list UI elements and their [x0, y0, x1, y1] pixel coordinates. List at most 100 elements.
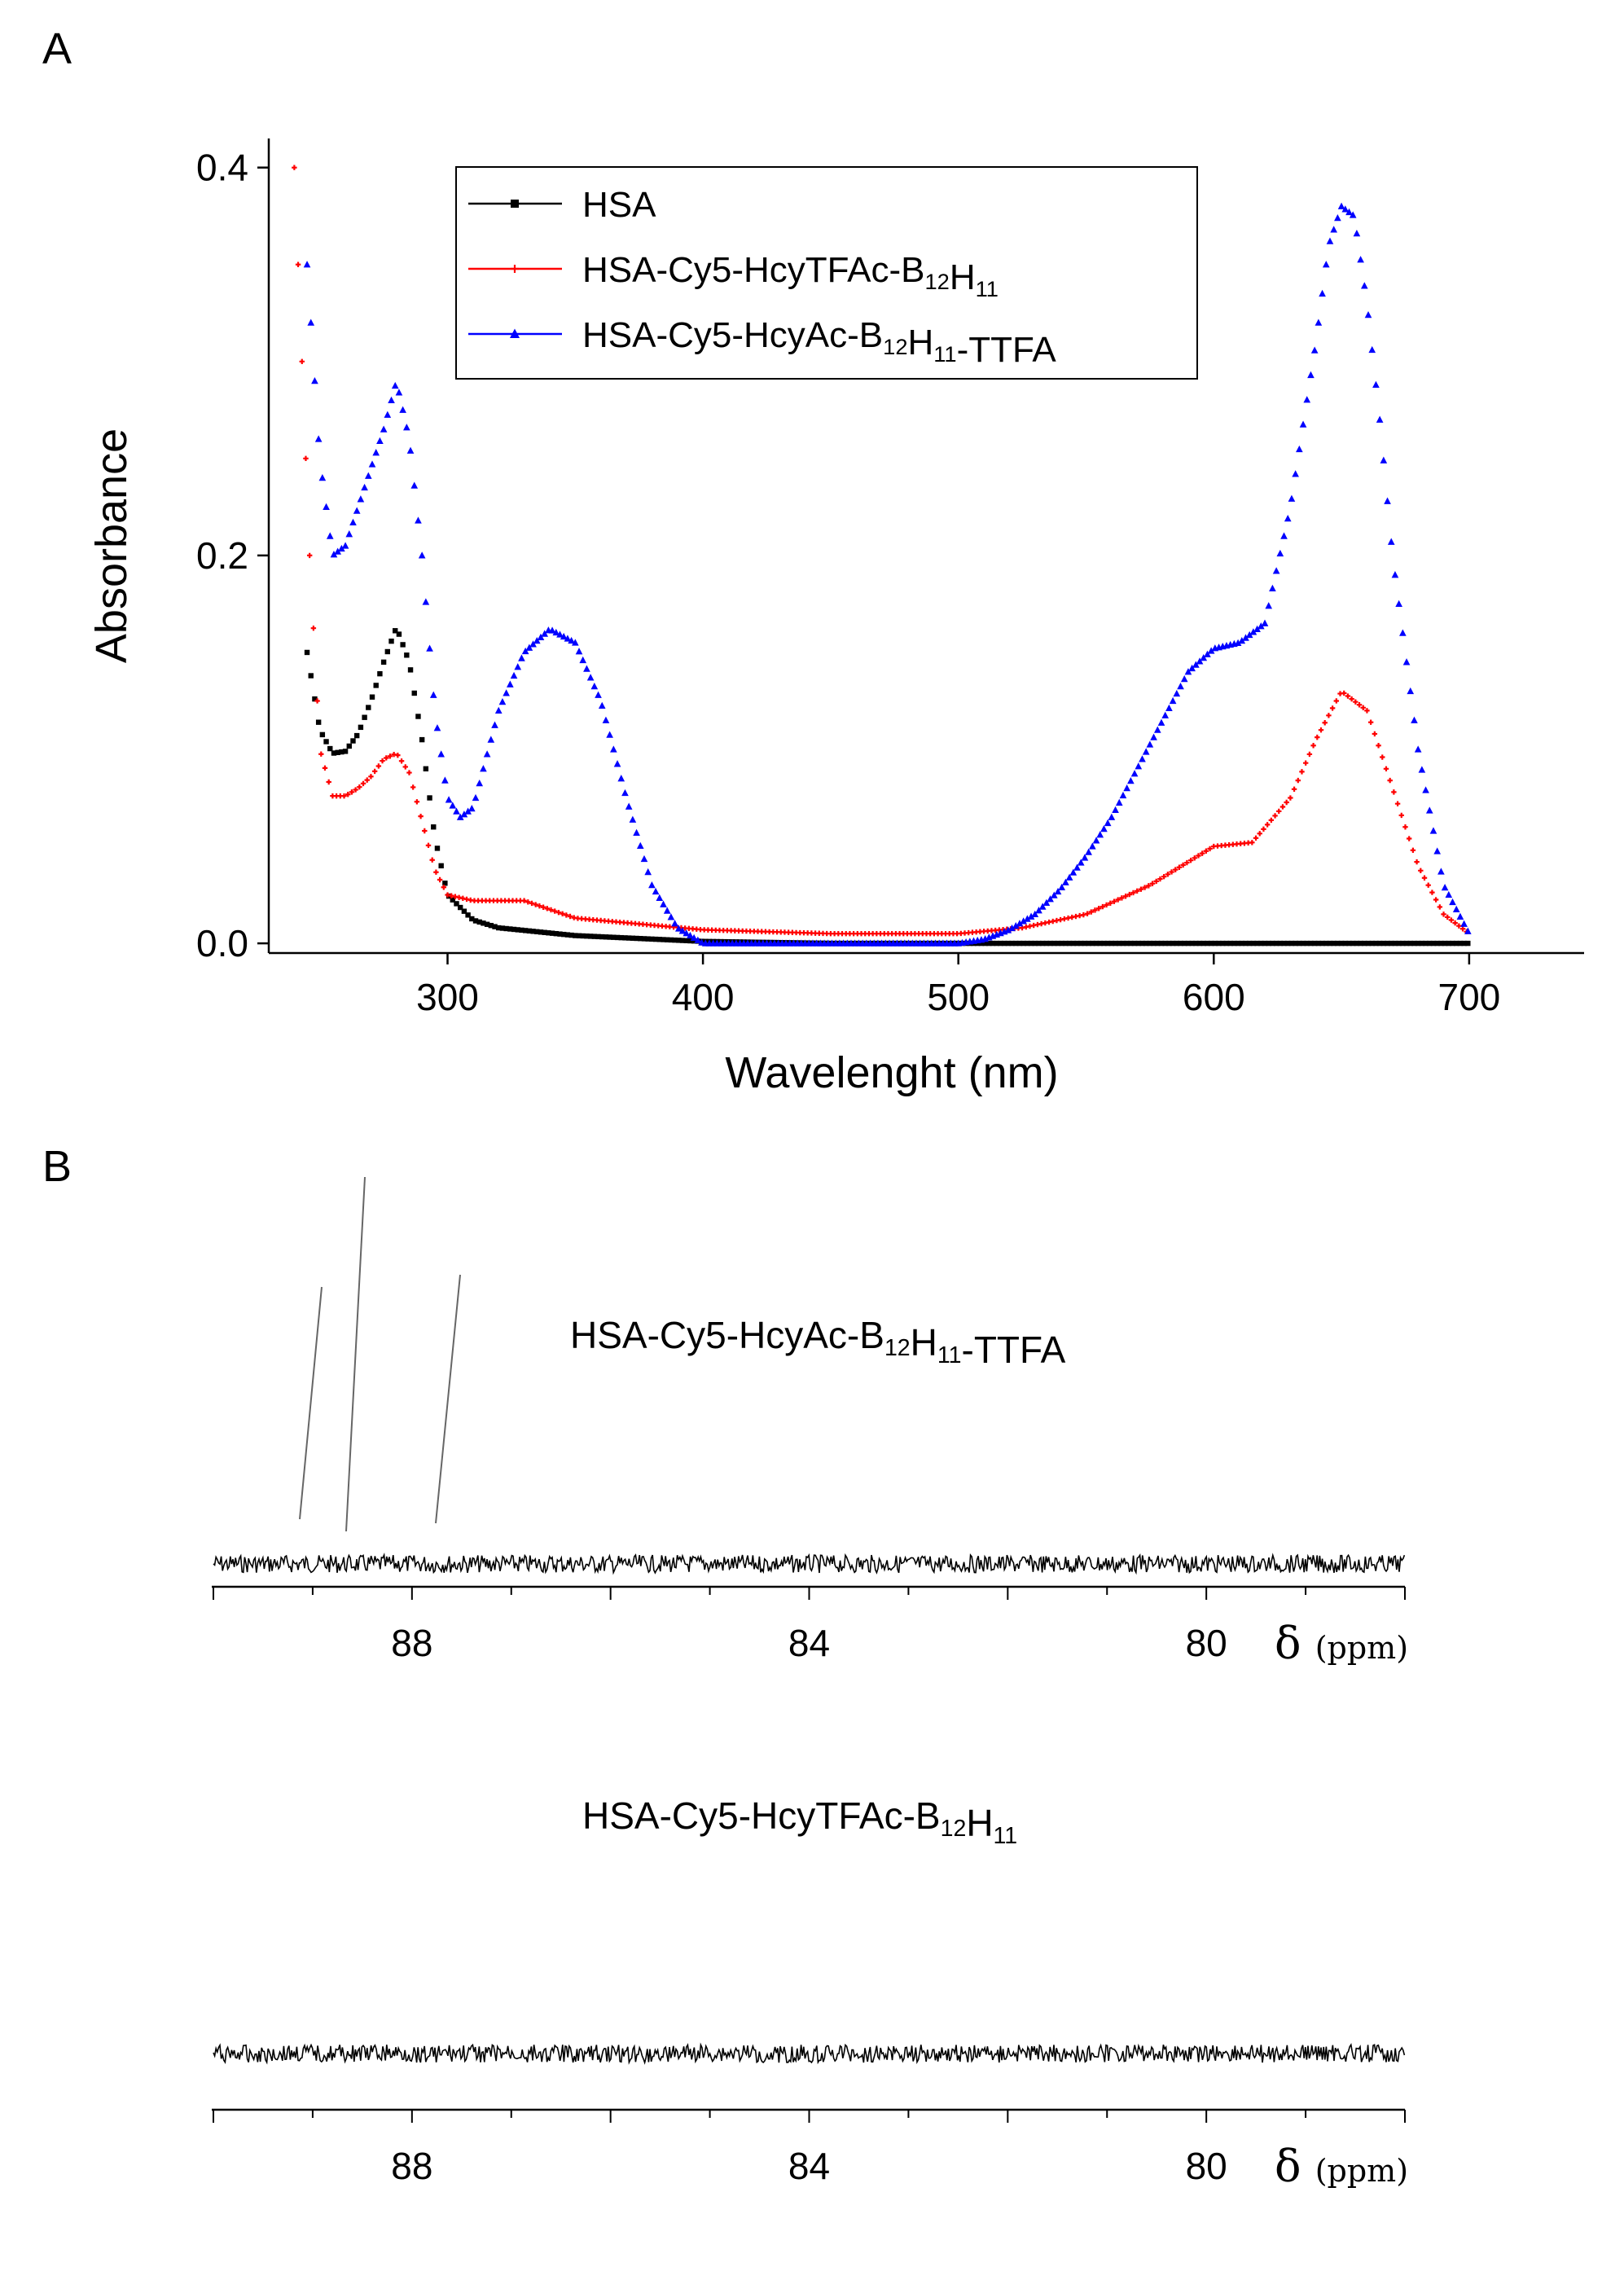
- y-tick-label: 0.0: [196, 922, 248, 964]
- data-point: [573, 933, 578, 938]
- data-point: [377, 670, 383, 677]
- data-point: [1450, 940, 1455, 947]
- data-point: [1124, 940, 1130, 947]
- data-point: [641, 936, 647, 942]
- data-point: [371, 768, 378, 775]
- data-point: [368, 460, 376, 468]
- data-point: [1261, 826, 1266, 832]
- data-point: [1258, 940, 1264, 947]
- data-point: [1008, 924, 1016, 932]
- data-point: [982, 940, 988, 947]
- data-point: [364, 472, 372, 479]
- data-point: [564, 912, 569, 918]
- data-point: [1169, 869, 1174, 875]
- x-tick-label: 600: [1183, 976, 1245, 1018]
- data-point: [1299, 769, 1305, 775]
- data-point: [453, 807, 460, 815]
- data-point: [1139, 940, 1145, 947]
- data-point: [1039, 940, 1046, 947]
- data-point: [1128, 940, 1134, 947]
- data-point: [1239, 940, 1244, 947]
- data-point: [481, 920, 486, 926]
- data-point: [1005, 940, 1012, 947]
- data-point: [1323, 940, 1329, 947]
- data-point: [1122, 894, 1129, 899]
- data-point: [1212, 940, 1218, 947]
- data-point: [1242, 634, 1249, 641]
- data-point: [488, 922, 494, 929]
- data-point: [422, 598, 430, 605]
- data-point: [456, 813, 464, 820]
- data-point: [342, 749, 349, 754]
- data-point: [1115, 798, 1123, 806]
- data-point: [621, 788, 629, 797]
- data-point: [1187, 857, 1194, 863]
- data-point: [638, 936, 643, 942]
- legend: HSA HSA-Cy5-HcyTFAc-B12H11 HSA-Cy5-HcyAc-B…: [455, 166, 1198, 380]
- spectrum-trace: [213, 1553, 1406, 1575]
- data-point: [411, 690, 417, 696]
- data-point: [676, 938, 682, 943]
- data-point: [476, 919, 482, 925]
- data-point: [625, 935, 632, 941]
- data-point: [546, 930, 551, 936]
- data-point: [1108, 813, 1116, 820]
- data-point: [607, 934, 612, 940]
- data-point: [583, 665, 590, 672]
- data-point: [1027, 912, 1035, 920]
- data-point: [1016, 920, 1024, 927]
- data-point: [1322, 261, 1330, 268]
- series-HSA-Cy5-HcyAc-B12H11-TTFA: [303, 202, 1472, 947]
- data-point: [1425, 882, 1431, 888]
- data-point: [1389, 940, 1394, 947]
- data-point: [434, 846, 441, 851]
- data-point: [353, 787, 358, 793]
- data-point: [1119, 791, 1127, 799]
- data-point: [1101, 940, 1107, 947]
- panel-b-label: B: [42, 1142, 72, 1191]
- data-point: [1288, 795, 1293, 801]
- data-point: [323, 739, 329, 745]
- data-point: [450, 897, 455, 903]
- data-point: [1402, 658, 1411, 665]
- data-point: [425, 842, 432, 849]
- data-point: [1434, 940, 1440, 947]
- data-point: [1334, 213, 1341, 222]
- data-point: [1346, 940, 1352, 947]
- data-point: [1227, 940, 1233, 947]
- data-point: [1449, 898, 1456, 906]
- data-point: [1161, 873, 1167, 880]
- data-point: [1117, 940, 1122, 947]
- data-point: [1437, 904, 1443, 910]
- data-point: [1253, 835, 1259, 841]
- data-point: [1280, 532, 1288, 539]
- data-point: [433, 869, 439, 875]
- data-point: [1119, 895, 1125, 901]
- data-point: [1059, 940, 1064, 947]
- data-point: [331, 750, 337, 756]
- data-point: [694, 936, 702, 943]
- data-point: [308, 673, 314, 679]
- data-point: [1293, 940, 1298, 947]
- data-point: [1092, 907, 1098, 913]
- data-point: [1415, 940, 1421, 947]
- data-point: [629, 815, 637, 823]
- data-point: [1341, 205, 1350, 213]
- data-point: [1184, 859, 1190, 866]
- data-point: [1081, 854, 1089, 861]
- data-point: [617, 775, 625, 782]
- data-point: [1304, 940, 1310, 947]
- data-point: [1353, 229, 1361, 237]
- data-point: [366, 705, 371, 710]
- data-point: [538, 929, 544, 935]
- data-point: [395, 752, 401, 758]
- data-point: [571, 639, 579, 646]
- data-point: [1364, 708, 1370, 714]
- data-point: [445, 796, 453, 803]
- data-point: [552, 908, 558, 914]
- data-point: [576, 933, 582, 938]
- data-point: [564, 932, 571, 938]
- data-point: [1157, 718, 1165, 726]
- data-point: [1300, 940, 1306, 947]
